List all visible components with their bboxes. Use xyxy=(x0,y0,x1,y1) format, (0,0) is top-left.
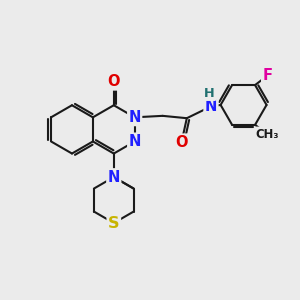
Text: O: O xyxy=(107,74,120,89)
Text: S: S xyxy=(108,215,119,230)
Text: N: N xyxy=(205,99,217,114)
Text: H: H xyxy=(204,87,215,100)
Text: O: O xyxy=(175,135,188,150)
Text: CH₃: CH₃ xyxy=(256,128,279,141)
Text: N: N xyxy=(128,110,141,125)
Text: N: N xyxy=(128,134,141,149)
Text: N: N xyxy=(108,169,120,184)
Text: F: F xyxy=(262,68,272,83)
